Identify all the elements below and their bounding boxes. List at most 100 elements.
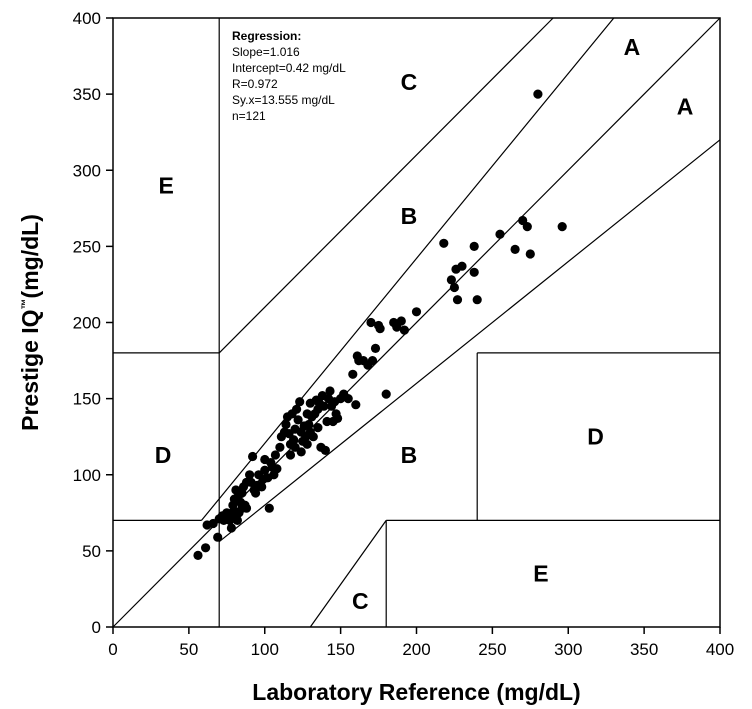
data-point [439, 238, 449, 248]
line-bc-upper [218, 17, 554, 354]
y-tick-label: 350 [73, 85, 101, 104]
data-point [319, 401, 329, 411]
data-point [213, 532, 223, 542]
line-lower-ab [218, 139, 721, 543]
data-point [245, 470, 255, 480]
data-point [226, 523, 236, 533]
data-point [469, 241, 479, 251]
line-upper-ab [201, 17, 615, 521]
regression-intercept: Intercept=0.42 mg/dL [232, 61, 346, 75]
data-point [411, 307, 422, 317]
data-point [396, 316, 406, 326]
data-point [241, 503, 252, 513]
y-tick-label: 400 [73, 9, 101, 28]
data-point [343, 394, 353, 404]
data-point [348, 369, 358, 379]
data-point [304, 419, 314, 430]
data-point [333, 413, 343, 423]
zone-labels: A A B B C C D D E E [155, 34, 694, 614]
data-point [452, 295, 463, 305]
data-point [281, 419, 291, 430]
y-axis-title-unit: (mg/dL) [17, 214, 43, 298]
data-point [270, 450, 280, 460]
zone-label-d: D [587, 424, 604, 450]
data-point [449, 282, 459, 293]
zone-label-c: C [401, 69, 418, 95]
zone-label-a: A [624, 34, 641, 60]
zone-label-b: B [401, 442, 418, 468]
data-point [248, 451, 258, 462]
data-point [260, 465, 270, 475]
y-tick-label: 150 [73, 390, 101, 409]
y-tick-label: 100 [73, 466, 101, 485]
data-point [446, 275, 456, 285]
y-tick-label: 250 [73, 237, 101, 256]
data-point [510, 244, 520, 254]
x-tick-label: 300 [554, 640, 582, 659]
data-point [375, 324, 385, 334]
data-point [272, 464, 282, 474]
data-point [193, 550, 203, 561]
data-points [193, 89, 567, 561]
y-axis-title-main: Prestige IQ [17, 309, 43, 430]
data-point [313, 423, 323, 433]
data-point [533, 89, 543, 99]
x-tick-label: 250 [478, 640, 506, 659]
axis-ticks: 0 50 100 150 200 250 300 350 400 0 50 100 150 200 250 3… [73, 9, 735, 659]
data-point [251, 488, 261, 498]
regression-title: Regression: [232, 29, 301, 43]
data-point [366, 317, 376, 328]
y-tick-label: 200 [73, 314, 101, 333]
regression-syx: Sy.x=13.555 mg/dL [232, 93, 335, 107]
data-point [457, 261, 467, 271]
data-point [295, 397, 305, 407]
data-point [296, 447, 306, 457]
y-tick-label: 50 [82, 542, 101, 561]
zone-label-d: D [155, 442, 172, 468]
data-point [325, 386, 335, 396]
regression-slope: Slope=1.016 [232, 45, 300, 59]
x-tick-label: 400 [706, 640, 734, 659]
x-tick-label: 0 [108, 640, 117, 659]
data-point [320, 445, 330, 455]
data-point [289, 435, 299, 445]
data-point [201, 543, 211, 553]
data-point [285, 450, 296, 460]
data-point [525, 249, 535, 259]
y-axis-title-trademark: ™ [20, 298, 32, 309]
data-point [257, 482, 267, 492]
x-tick-label: 150 [326, 640, 354, 659]
x-tick-label: 100 [251, 640, 279, 659]
data-point [495, 229, 505, 239]
x-axis-title: Laboratory Reference (mg/dL) [252, 679, 580, 705]
data-point [557, 222, 567, 232]
y-tick-label: 0 [92, 618, 101, 637]
zone-boundaries [112, 17, 721, 628]
data-point [293, 415, 303, 425]
data-point [472, 295, 482, 305]
data-point [275, 442, 285, 452]
line-identity [112, 17, 721, 628]
data-point [264, 503, 274, 513]
regression-r: R=0.972 [232, 77, 278, 91]
zone-label-e: E [533, 561, 548, 587]
data-point [522, 222, 532, 232]
zone-label-e: E [158, 172, 173, 198]
data-point [399, 325, 409, 335]
regression-box: Regression: Slope=1.016 Intercept=0.42 m… [232, 29, 346, 123]
data-point [351, 400, 361, 410]
data-point [308, 432, 318, 442]
data-point [469, 267, 479, 277]
zone-label-a: A [677, 93, 694, 119]
data-point [367, 356, 378, 366]
data-point [292, 404, 302, 414]
y-tick-label: 300 [73, 161, 101, 180]
data-point [370, 343, 381, 353]
line-bc-lower [309, 520, 387, 628]
x-tick-label: 200 [402, 640, 430, 659]
data-point [232, 515, 242, 526]
x-tick-label: 50 [179, 640, 198, 659]
y-axis-title: Prestige IQ™(mg/dL) [17, 214, 43, 431]
data-point [381, 389, 391, 399]
